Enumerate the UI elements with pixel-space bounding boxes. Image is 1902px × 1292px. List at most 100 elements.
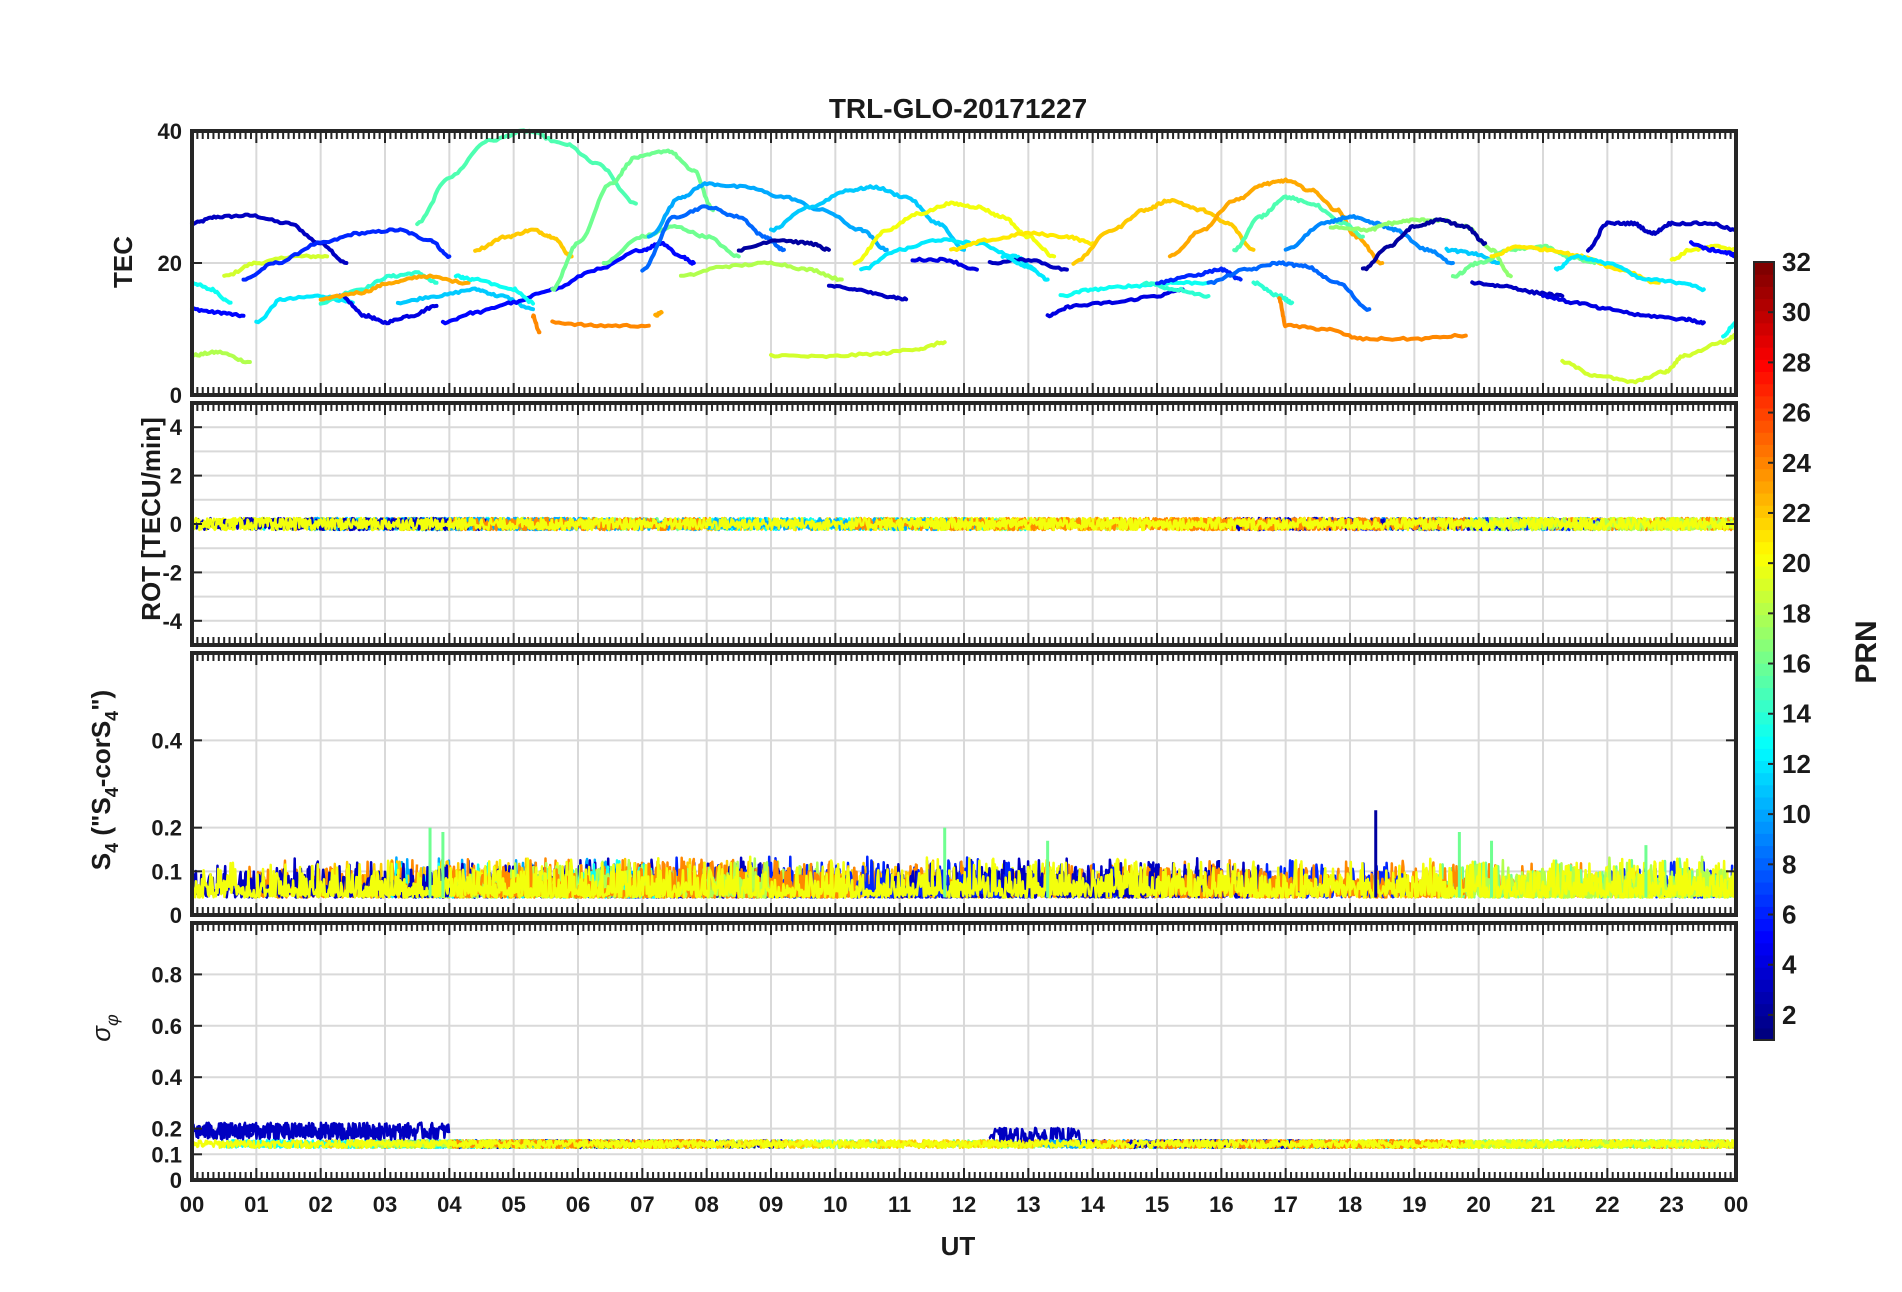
colorbar-tick-label: 28 bbox=[1782, 347, 1811, 377]
chart-title: TRL-GLO-20171227 bbox=[829, 93, 1087, 124]
y-axis-label-s4: S4 ("S4-corS4") bbox=[86, 690, 122, 870]
colorbar-swatch bbox=[1754, 687, 1774, 701]
x-tick-label: 18 bbox=[1338, 1192, 1362, 1217]
tec-track-prn-18 bbox=[190, 349, 252, 365]
tec-track-prn-24 bbox=[550, 319, 651, 329]
colorbar-label: PRN bbox=[1850, 620, 1883, 683]
colorbar-swatch bbox=[1754, 310, 1774, 324]
colorbar-swatch bbox=[1754, 954, 1774, 968]
colorbar-swatch bbox=[1754, 602, 1774, 616]
colorbar-swatch bbox=[1754, 432, 1774, 445]
x-tick-label: 10 bbox=[823, 1192, 847, 1217]
colorbar-swatch bbox=[1754, 456, 1774, 470]
colorbar-swatch bbox=[1754, 322, 1774, 336]
colorbar-swatch bbox=[1754, 663, 1774, 676]
colorbar-swatch bbox=[1754, 699, 1774, 713]
colorbar-swatch bbox=[1754, 578, 1774, 591]
colorbar-swatch bbox=[1754, 553, 1774, 567]
y-tick-label: 0 bbox=[170, 383, 182, 408]
s4-series bbox=[190, 810, 1738, 899]
rot-series-prn-20 bbox=[190, 516, 1737, 532]
colorbar-tick-label: 4 bbox=[1782, 950, 1797, 980]
colorbar-swatch bbox=[1754, 1027, 1774, 1041]
minor-ticks bbox=[191, 131, 1737, 395]
colorbar-swatch bbox=[1754, 930, 1774, 944]
colorbar-swatch bbox=[1754, 492, 1774, 506]
x-tick-label: 09 bbox=[759, 1192, 783, 1217]
colorbar-swatch bbox=[1754, 772, 1774, 786]
x-tick-label: 23 bbox=[1659, 1192, 1683, 1217]
y-tick-label: 0.2 bbox=[151, 816, 182, 841]
colorbar-swatch bbox=[1754, 991, 1774, 1005]
x-tick-label: 07 bbox=[630, 1192, 654, 1217]
colorbar-swatch bbox=[1754, 383, 1774, 397]
tec-track-prn-21 bbox=[949, 230, 1095, 252]
x-tick-label: 16 bbox=[1209, 1192, 1233, 1217]
colorbar-swatch bbox=[1754, 286, 1774, 300]
y-tick-label: 0.4 bbox=[151, 1065, 182, 1090]
panel-s4: 0 0.1 0.2 0.4 bbox=[151, 651, 1738, 928]
colorbar-tick-label: 26 bbox=[1782, 398, 1811, 428]
x-tick-label: 22 bbox=[1595, 1192, 1619, 1217]
colorbar-swatch bbox=[1754, 614, 1774, 628]
tec-track-prn-2 bbox=[736, 238, 831, 253]
tec-track-prn-19 bbox=[222, 253, 330, 278]
y-tick-label: -4 bbox=[162, 609, 182, 634]
y-axis-label-sigma: σφ bbox=[86, 1014, 122, 1042]
x-tick-labels: 00 01 02 03 04 05 06 07 08 09 10 11 12 13 14 15 16 17 18 19… bbox=[180, 1192, 1748, 1217]
colorbar-swatch bbox=[1754, 407, 1774, 421]
tec-track-prn-3 bbox=[1470, 280, 1565, 299]
colorbar-tick-label: 32 bbox=[1782, 247, 1811, 277]
tec-track-prn-16 bbox=[601, 224, 741, 266]
x-tick-label: 00 bbox=[180, 1192, 204, 1217]
colorbar-swatch bbox=[1754, 979, 1774, 992]
y-tick-label: 0.2 bbox=[151, 1117, 182, 1142]
tec-track-prn-5 bbox=[190, 306, 246, 319]
colorbar-swatch bbox=[1754, 881, 1774, 895]
colorbar-tick-label: 22 bbox=[1782, 498, 1811, 528]
y-axis-label-rot: ROT [TECU/min] bbox=[136, 417, 166, 621]
colorbar-swatch bbox=[1754, 796, 1774, 810]
sigma-series bbox=[190, 1121, 1737, 1150]
colorbar-swatch bbox=[1754, 857, 1774, 871]
colorbar-tick-label: 16 bbox=[1782, 649, 1811, 679]
y-tick-label: 0 bbox=[170, 903, 182, 928]
colorbar-swatch bbox=[1754, 821, 1774, 834]
tec-track-prn-19 bbox=[769, 340, 947, 360]
colorbar-swatch bbox=[1754, 359, 1774, 373]
colorbar-swatch bbox=[1754, 1015, 1774, 1029]
y-tick-label: 0.6 bbox=[151, 1014, 182, 1039]
tec-track-prn-3 bbox=[1586, 220, 1738, 253]
x-tick-label: 00 bbox=[1724, 1192, 1748, 1217]
tec-track-prn-5 bbox=[440, 240, 696, 326]
minor-ticks bbox=[191, 653, 1737, 915]
tec-track-prn-9 bbox=[1283, 214, 1455, 266]
tec-track-prn-4 bbox=[1045, 287, 1185, 319]
tec-track-prn-8 bbox=[1206, 260, 1372, 312]
minor-ticks bbox=[191, 403, 1737, 645]
x-tick-label: 01 bbox=[244, 1192, 268, 1217]
colorbar-swatch bbox=[1754, 723, 1774, 737]
rot-series bbox=[190, 516, 1738, 532]
colorbar-swatch bbox=[1754, 918, 1774, 932]
tec-track-prn-4 bbox=[1541, 293, 1706, 326]
colorbar-swatch bbox=[1754, 395, 1774, 409]
y-tick-label: 20 bbox=[158, 251, 182, 276]
colorbar-tick-label: 18 bbox=[1782, 598, 1811, 628]
tec-track-prn-3 bbox=[987, 257, 1069, 272]
tec-track-prn-13 bbox=[1721, 320, 1738, 339]
x-tick-label: 11 bbox=[888, 1192, 911, 1217]
tec-track-prn-23 bbox=[318, 273, 471, 302]
y-tick-label: 40 bbox=[158, 119, 182, 144]
y-tick-label: 0.4 bbox=[151, 728, 182, 753]
tec-track-prn-24 bbox=[1277, 296, 1468, 342]
tec-track-prn-3 bbox=[826, 283, 909, 302]
colorbar-swatch bbox=[1754, 262, 1774, 275]
colorbar-swatch bbox=[1754, 517, 1774, 531]
colorbar-tick-label: 14 bbox=[1782, 699, 1811, 729]
y-axis-labels: TEC ROT [TECU/min] S4 ("S4-corS4") σφ bbox=[86, 236, 166, 1042]
x-tick-label: 05 bbox=[501, 1192, 525, 1217]
y-tick-label: -2 bbox=[162, 560, 182, 585]
colorbar-swatch bbox=[1754, 748, 1774, 762]
tec-track-prn-13 bbox=[190, 281, 233, 305]
